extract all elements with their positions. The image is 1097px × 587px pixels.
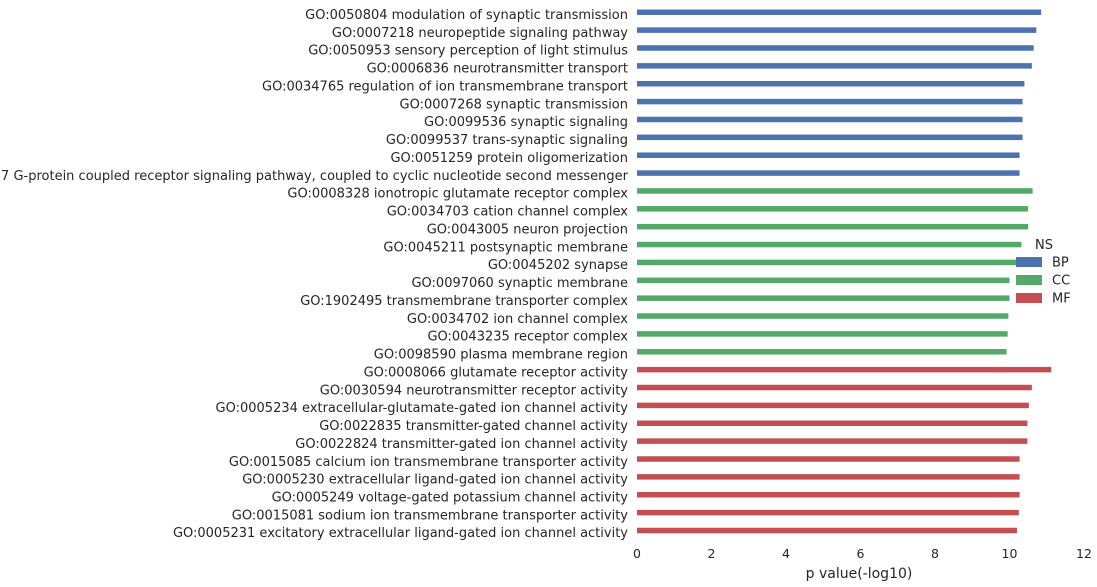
category-label: GO:0015085 calcium ion transmembrane tra… xyxy=(229,455,628,470)
bar-cc xyxy=(637,241,1022,248)
category-label: GO:0034703 cation channel complex xyxy=(387,205,629,220)
bar-bp xyxy=(637,170,1020,176)
bar-cc xyxy=(637,206,1029,212)
category-label: GO:0045202 synapse xyxy=(488,258,628,273)
category-label: GO:0008328 ionotropic glutamate receptor… xyxy=(287,187,628,202)
category-label: GO:0051259 protein oligomerization xyxy=(390,151,628,166)
bar-bp xyxy=(637,152,1020,158)
x-tick-label: 12 xyxy=(1076,546,1092,561)
bar-cc xyxy=(637,259,1019,266)
category-label: GO:0005249 voltage-gated potassium chann… xyxy=(272,490,629,505)
bar-mf xyxy=(637,438,1028,444)
bar-bp xyxy=(637,98,1023,105)
bar-cc xyxy=(637,331,1008,337)
bar-mf xyxy=(637,509,1019,516)
legend-label-mf: MF xyxy=(1052,292,1071,307)
legend-label-bp: BP xyxy=(1052,256,1069,271)
category-label: GO:0006836 neurotransmitter transport xyxy=(367,62,628,77)
category-label: GO:0022835 transmitter-gated channel act… xyxy=(319,419,628,434)
bar-mf xyxy=(637,402,1029,409)
bar-cc xyxy=(637,277,1010,284)
category-label: GO:0099536 synaptic signaling xyxy=(424,115,628,130)
bar-mf xyxy=(637,527,1017,534)
category-label: GO:0008066 glutamate receptor activity xyxy=(364,365,629,380)
category-label: GO:0098590 plasma membrane region xyxy=(374,348,628,363)
legend: NS BP CC MF xyxy=(1016,238,1071,307)
bar-cc xyxy=(637,295,1010,301)
category-label: GO:1902495 transmembrane transporter com… xyxy=(300,294,628,309)
category-label: GO:0005234 extracellular-glutamate-gated… xyxy=(216,401,629,416)
bar-mf xyxy=(637,474,1020,480)
x-axis: 0 2 4 6 8 10 12 xyxy=(633,546,1092,561)
x-tick-label: 2 xyxy=(708,546,716,561)
legend-swatch-cc xyxy=(1016,275,1042,285)
bar-mf xyxy=(637,420,1028,427)
legend-swatch-bp xyxy=(1016,257,1042,267)
category-label: GO:0007268 synaptic transmission xyxy=(400,97,628,112)
category-labels: GO:0050804 modulation of synaptic transm… xyxy=(0,8,629,541)
bar-bp xyxy=(637,63,1032,69)
category-label: GO:0043235 receptor complex xyxy=(427,330,628,345)
x-tick-label: 4 xyxy=(782,546,790,561)
category-label: GO:0022824 transmitter-gated ion channel… xyxy=(295,437,628,452)
bar-bp xyxy=(637,45,1034,51)
category-label: GO:0005230 extracellular ligand-gated io… xyxy=(242,473,628,488)
category-label: GO:0030594 neurotransmitter receptor act… xyxy=(320,383,629,398)
category-label: GO:0015081 sodium ion transmembrane tran… xyxy=(232,508,628,523)
bar-cc xyxy=(637,223,1029,230)
x-axis-title: p value(-log10) xyxy=(806,566,913,582)
bar-mf xyxy=(637,491,1020,498)
category-label: GO:0043005 neuron projection xyxy=(427,222,628,237)
category-label: GO:0050953 sensory perception of light s… xyxy=(308,44,628,59)
legend-label-cc: CC xyxy=(1052,274,1070,289)
x-tick-label: 6 xyxy=(857,546,865,561)
bar-bp xyxy=(637,134,1023,141)
category-label: GO:0005231 excitatory extracellular liga… xyxy=(173,526,628,541)
category-label: GO:0045211 postsynaptic membrane xyxy=(383,240,628,255)
bar-bp xyxy=(637,9,1042,15)
category-label: GO:0034702 ion channel complex xyxy=(407,312,628,327)
legend-swatch-mf xyxy=(1016,293,1042,303)
category-label: GO:0034765 regulation of ion transmembra… xyxy=(262,79,628,94)
bar-bp xyxy=(637,116,1023,123)
x-tick-label: 8 xyxy=(931,546,939,561)
bar-cc xyxy=(637,349,1007,355)
bars-layer xyxy=(637,9,1052,534)
bar-mf xyxy=(637,366,1052,373)
bar-cc xyxy=(637,313,1009,319)
bar-bp xyxy=(637,27,1037,33)
category-label: GO:0099537 trans-synaptic signaling xyxy=(386,133,628,148)
category-label: GO:0007218 neuropeptide signaling pathwa… xyxy=(332,26,628,41)
x-tick-label: 10 xyxy=(1002,546,1018,561)
category-label: GO:0050804 modulation of synaptic transm… xyxy=(305,8,628,23)
x-tick-label: 0 xyxy=(633,546,641,561)
bar-bp xyxy=(637,80,1025,87)
bar-mf xyxy=(637,456,1020,462)
legend-title: NS xyxy=(1035,238,1053,253)
bar-mf xyxy=(637,384,1032,391)
category-label: GO:0007187 G-protein coupled receptor si… xyxy=(0,169,629,184)
bar-cc xyxy=(637,188,1033,194)
category-label: GO:0097060 synaptic membrane xyxy=(411,276,628,291)
